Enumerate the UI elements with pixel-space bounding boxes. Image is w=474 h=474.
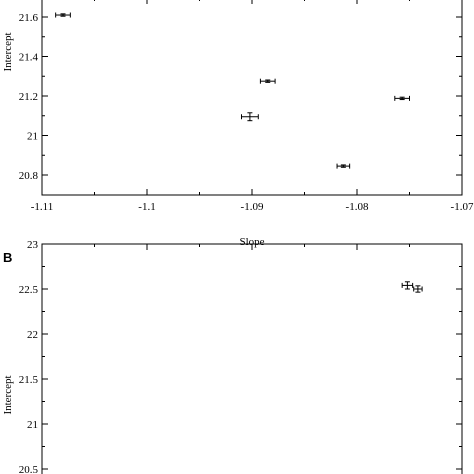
panel-b: B 20.5 21 21.5 22 22.5 23 Intercept — [2, 239, 463, 474]
panel-b-x-ticks — [41, 244, 463, 250]
panel-a-y-axis-title: Intercept — [2, 32, 14, 71]
panel-b-plot-frame — [41, 243, 463, 474]
panel-a-x-tick-label: -1.1 — [138, 201, 155, 213]
panel-a-data-point — [55, 12, 71, 18]
panel-a-y-tick-label: 21 — [27, 131, 38, 143]
panel-b-y-tick-label: 21.5 — [19, 374, 39, 386]
panel-b-y-tick-label: 20.5 — [19, 464, 39, 474]
panel-a-data-point — [241, 112, 259, 122]
panel-a-plot-frame — [41, 0, 463, 196]
panel-b-points — [401, 281, 423, 293]
panel-a-x-tick-label: -1.07 — [451, 201, 474, 213]
panel-b-y-tick-label: 22.5 — [19, 284, 39, 296]
panel-b-y-tick-label: 22 — [27, 329, 38, 341]
panel-a-x-tick-label: -1.09 — [241, 201, 264, 213]
panel-a-x-ticks: -1.11 -1.1 -1.09 -1.08 -1.07 — [31, 0, 474, 213]
panel-b-y-ticks: 20.5 21 21.5 22 22.5 23 — [19, 239, 462, 474]
panel-b-y-tick-label: 21 — [27, 419, 38, 431]
panel-a-y-tick-label: 21.6 — [19, 12, 39, 24]
panel-a: -1.11 -1.1 -1.09 -1.08 -1.07 20.82121.221.42… — [2, 0, 474, 248]
panel-a-points — [55, 12, 410, 169]
panel-a-data-point — [394, 95, 410, 101]
panel-a-x-axis-title: Slope — [239, 236, 264, 248]
panel-a-y-ticks: 20.8 21 21.2 21.4 21.6 — [19, 12, 462, 182]
panel-b-data-point — [413, 285, 423, 293]
panel-b-y-axis-title: Intercept — [2, 375, 14, 414]
panel-a-y-tick-label: 20.8 — [19, 170, 39, 182]
panel-b-label: B — [3, 250, 12, 265]
panel-a-y-tick-label: 21.4 — [19, 52, 39, 64]
panel-b-data-point — [401, 281, 414, 290]
panel-a-data-point — [336, 163, 351, 169]
panel-a-x-tick-label: -1.08 — [346, 201, 369, 213]
panel-a-y-tick-label: 21.2 — [19, 91, 38, 103]
panel-a-data-point — [259, 78, 276, 84]
panel-b-y-tick-label: 23 — [27, 239, 39, 251]
panel-a-x-tick-label: -1.11 — [31, 201, 54, 213]
